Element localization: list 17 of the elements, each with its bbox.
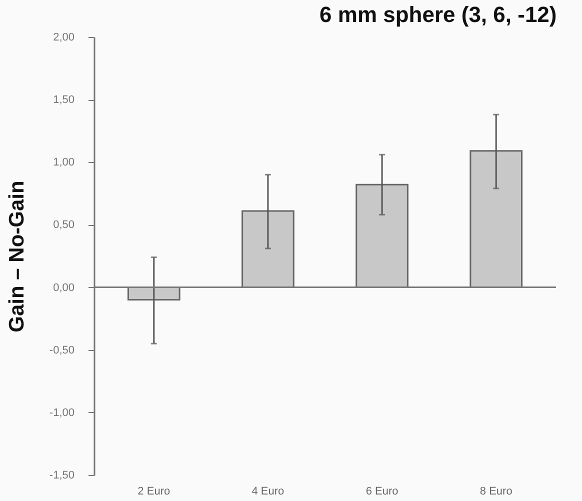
x-tick-label: 4 Euro	[252, 486, 284, 498]
x-tick-label: 8 Euro	[480, 486, 512, 498]
x-tick-label: 6 Euro	[366, 486, 398, 498]
y-tick-label: 0,50	[53, 219, 74, 232]
chart-title: 6 mm sphere (3, 6, -12)	[320, 2, 557, 27]
y-tick-label: 1,00	[53, 156, 74, 169]
y-tick-label: 0,00	[53, 282, 74, 294]
bar	[470, 150, 523, 288]
y-tick-label: -1,50	[49, 470, 74, 482]
y-tick-label: -1,00	[49, 406, 74, 419]
y-tick-label: -0,50	[49, 344, 74, 356]
x-tick-label: 2 Euro	[138, 486, 170, 498]
y-axis-title: Gain – No-Gain	[5, 180, 28, 332]
y-tick-label: 1,50	[53, 94, 74, 106]
bar	[356, 184, 408, 288]
y-tick-label: 2,00	[53, 32, 74, 44]
bar	[242, 210, 294, 288]
